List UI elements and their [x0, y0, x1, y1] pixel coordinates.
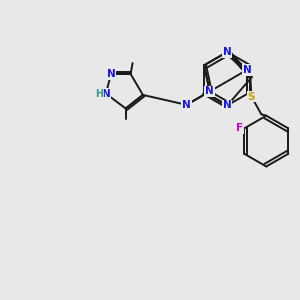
Text: N: N [243, 65, 251, 75]
Text: N: N [102, 89, 110, 99]
Text: N: N [106, 69, 115, 79]
Text: N: N [223, 47, 232, 57]
Text: N: N [223, 100, 232, 110]
Text: F: F [236, 123, 243, 134]
Text: N: N [182, 100, 191, 110]
Text: H: H [95, 89, 103, 99]
Text: S: S [248, 92, 255, 101]
Text: N: N [205, 86, 214, 97]
